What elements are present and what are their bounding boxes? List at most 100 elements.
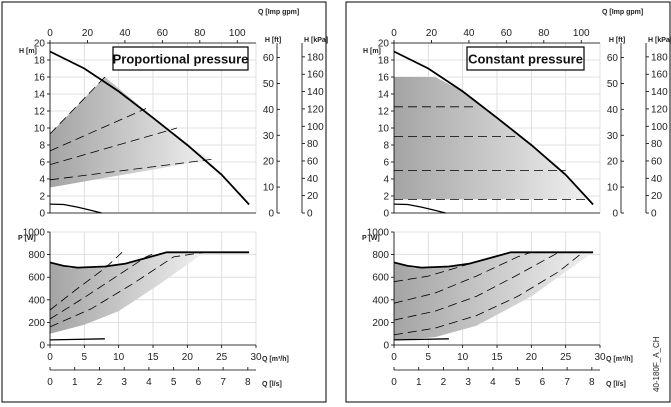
axes	[391, 40, 649, 371]
gpm-tick-label: 80	[194, 28, 206, 39]
chart-title-box: Proportional pressure	[112, 46, 249, 71]
power-operating-region	[394, 252, 594, 341]
h-tick-label: 6	[383, 158, 389, 169]
gpm-tick-label: 0	[391, 28, 397, 39]
h-tick-label: 18	[34, 56, 46, 67]
p-tick-label: 0	[383, 341, 389, 352]
ls-tick-label: 5	[515, 377, 521, 388]
h-tick-label: 12	[34, 107, 46, 118]
p-tick-label: 400	[28, 295, 45, 306]
ls-tick-label: 7	[220, 377, 226, 388]
chart-title: Constant pressure	[468, 52, 583, 67]
chart-title-box: Constant pressure	[466, 46, 585, 71]
head-operating-region	[50, 77, 212, 188]
kpa-tick-label: 120	[651, 104, 668, 115]
p-tick-label: 0	[39, 341, 45, 352]
gpm-tick-label: 20	[426, 28, 438, 39]
ft-tick-label: 60	[263, 53, 275, 64]
power-control-curve	[49, 251, 205, 328]
ls-tick-label: 8	[245, 377, 251, 388]
q-axis-label: Q [m³/h]	[262, 356, 289, 363]
kpa-tick-label: 140	[651, 87, 668, 98]
ft-tick-label: 50	[607, 79, 619, 90]
axes	[47, 40, 305, 371]
q-tick-label: 10	[113, 352, 125, 363]
kpa-tick-label: 160	[651, 70, 668, 81]
power-curves	[393, 251, 594, 341]
q-tick-label: 20	[526, 352, 538, 363]
p-tick-label: 800	[372, 250, 389, 261]
ft-tick-label: 10	[263, 183, 275, 194]
h-tick-label: 0	[39, 209, 45, 220]
ft-tick-label: 30	[263, 131, 275, 142]
q-tick-label: 30	[250, 352, 262, 363]
ls-tick-label: 4	[490, 377, 496, 388]
p-tick-label: 1000	[23, 228, 46, 239]
head-max-curve	[393, 50, 594, 206]
h-tick-label: 0	[383, 209, 389, 220]
ft-tick-label: 0	[268, 209, 274, 220]
h-tick-label: 6	[39, 158, 45, 169]
kpa-axis-label: H [kPa]	[648, 37, 671, 44]
h-tick-label: 4	[383, 175, 389, 186]
h-tick-label: 4	[39, 175, 45, 186]
figure-id-label: 40-180F_A_CH	[652, 336, 661, 392]
power-control-curve	[393, 251, 559, 321]
ft-tick-label: 20	[607, 157, 619, 168]
ls-tick-label: 3	[465, 377, 471, 388]
h-tick-label: 16	[34, 73, 46, 84]
head-control-curve	[49, 127, 178, 165]
kpa-tick-label: 80	[307, 139, 319, 150]
q-tick-label: 0	[391, 352, 397, 363]
power-region-shade	[50, 252, 205, 334]
power-max-curve	[49, 251, 250, 269]
q-tick-label: 15	[491, 352, 503, 363]
kpa-tick-label: 100	[307, 122, 324, 133]
h-tick-label: 20	[34, 39, 46, 50]
ls-tick-label: 0	[391, 377, 397, 388]
ft-tick-label: 50	[263, 79, 275, 90]
kpa-axis-label: H [kPa]	[304, 37, 328, 44]
ls-tick-label: 3	[121, 377, 127, 388]
p-axis-label: P [W]	[18, 235, 36, 242]
h-tick-label: 20	[378, 39, 390, 50]
h-tick-label: 12	[378, 107, 390, 118]
h-tick-label: 8	[383, 141, 389, 152]
p-tick-label: 200	[372, 318, 389, 329]
ls-tick-label: 5	[171, 377, 177, 388]
p-tick-label: 200	[28, 318, 45, 329]
ft-tick-label: 40	[263, 105, 275, 116]
h-tick-label: 8	[39, 141, 45, 152]
power-region-shade	[394, 252, 594, 341]
p-tick-label: 600	[28, 273, 45, 284]
gpm-tick-label: 40	[463, 28, 475, 39]
kpa-tick-label: 180	[651, 52, 668, 63]
h-axis-label: H [m]	[363, 48, 381, 55]
ls-tick-label: 7	[564, 377, 570, 388]
head-region-shade	[50, 77, 212, 188]
power-control-curve	[393, 251, 511, 283]
h-tick-label: 16	[378, 73, 390, 84]
power-max-curve	[393, 251, 594, 269]
power-curves	[49, 251, 250, 341]
ft-axis-label: H [ft]	[609, 37, 625, 44]
h-tick-label: 10	[34, 124, 46, 135]
head-min-curve	[49, 203, 102, 214]
kpa-tick-label: 0	[651, 209, 657, 220]
gpm-tick-label: 60	[157, 28, 169, 39]
gpm-tick-label: 60	[501, 28, 513, 39]
head-min-curve	[393, 203, 446, 214]
ls-tick-label: 6	[196, 377, 202, 388]
kpa-tick-label: 160	[307, 70, 324, 81]
q-tick-label: 25	[560, 352, 572, 363]
h-tick-label: 14	[34, 90, 46, 101]
ls-axis-label: Q [l/s]	[606, 381, 626, 388]
h-tick-label: 2	[383, 192, 389, 203]
h-tick-label: 18	[378, 56, 390, 67]
gpm-axis-label: Q [Imp gpm]	[602, 9, 643, 16]
kpa-tick-label: 0	[307, 209, 313, 220]
